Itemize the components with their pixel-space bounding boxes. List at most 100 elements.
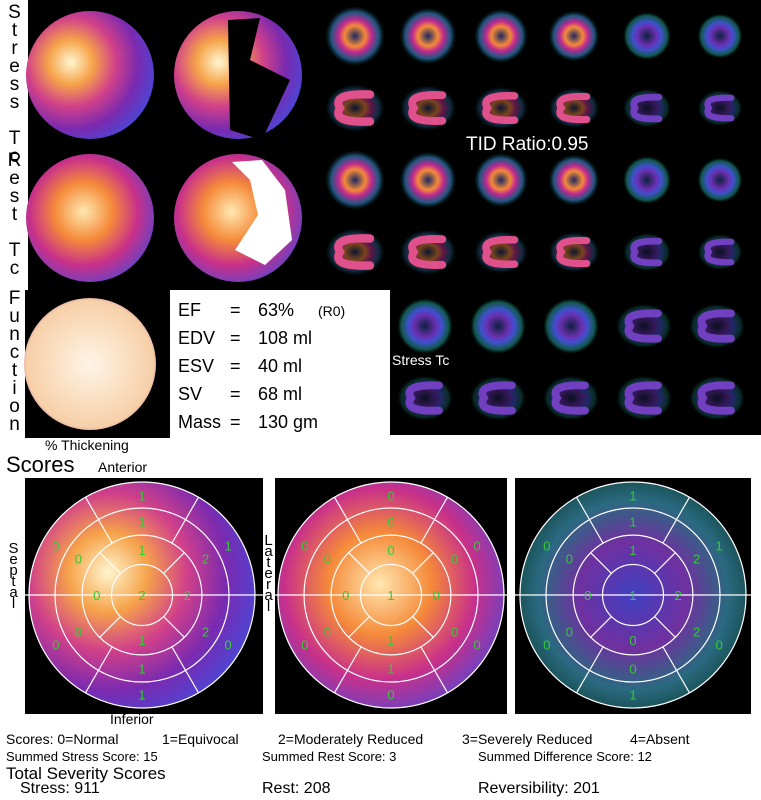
metric-text: Mass xyxy=(178,412,222,432)
segment-score: 1 xyxy=(138,661,145,676)
metric-text: = xyxy=(230,300,241,320)
segment-score: 0 xyxy=(474,638,481,653)
segment-score: 0 xyxy=(543,638,550,653)
segment-score: 0 xyxy=(433,588,440,603)
metric-text: ESV xyxy=(178,356,215,376)
segment-score: 1 xyxy=(138,633,145,648)
slice xyxy=(697,13,743,59)
metric-text: = xyxy=(230,384,241,404)
slice xyxy=(623,12,671,60)
reversible-region xyxy=(232,160,292,265)
segment-score: 0 xyxy=(629,661,636,676)
segment-score: 0 xyxy=(387,515,394,530)
spoke xyxy=(171,496,200,544)
segment-score: 0 xyxy=(629,633,636,648)
segment-score: 0 xyxy=(301,538,308,553)
slice xyxy=(630,93,663,123)
thickening-label: % Thickening xyxy=(45,437,129,453)
tid-ratio: TID Ratio:0.95 xyxy=(466,134,589,155)
slice xyxy=(478,381,516,415)
side-label: Rest Tc xyxy=(4,150,25,276)
segment-score: 1 xyxy=(387,588,394,603)
segment-score: 2 xyxy=(202,551,209,566)
spoke xyxy=(420,496,449,544)
slice xyxy=(334,90,375,126)
spoke xyxy=(654,616,676,638)
segment-score: 0 xyxy=(301,638,308,653)
segment-score: 0 xyxy=(225,638,232,653)
orientation: Anterior xyxy=(98,459,148,475)
slice xyxy=(474,9,528,63)
metric-text: EF xyxy=(178,300,202,320)
segment-score: 2 xyxy=(693,551,700,566)
segment-score: 0 xyxy=(387,489,394,504)
spoke xyxy=(348,552,370,574)
slice xyxy=(397,298,453,354)
severity: Stress: 911 xyxy=(20,780,100,797)
segment-score: 0 xyxy=(716,638,723,653)
spoke xyxy=(662,496,691,544)
slice xyxy=(399,7,457,65)
spoke xyxy=(662,646,691,694)
segment-score: 0 xyxy=(566,551,573,566)
slice xyxy=(482,91,519,125)
spoke xyxy=(333,646,362,694)
segment-score: 0 xyxy=(342,588,349,603)
segment-score: 2 xyxy=(675,588,682,603)
spoke xyxy=(99,616,121,638)
segment-score: 1 xyxy=(716,538,723,553)
spoke xyxy=(99,552,121,574)
metric-text: 63% xyxy=(258,300,295,320)
segment-score: 0 xyxy=(75,625,82,640)
segment-score: 1 xyxy=(225,538,232,553)
metric-text: (R0) xyxy=(318,303,346,319)
segment-score: 0 xyxy=(52,638,59,653)
rest-polar xyxy=(26,154,154,282)
slice xyxy=(408,235,447,269)
segment-score: 0 xyxy=(451,551,458,566)
segment-score: 0 xyxy=(387,687,394,702)
slice xyxy=(697,309,735,343)
segment-score: 1 xyxy=(138,687,145,702)
slice xyxy=(405,381,443,415)
segment-score: 1 xyxy=(629,588,636,603)
overlay-label: Stress Tc xyxy=(392,352,450,368)
segment-score: 1 xyxy=(387,633,394,648)
segment-score: 0 xyxy=(324,551,331,566)
spoke xyxy=(84,646,113,694)
spoke xyxy=(84,496,113,544)
side-label: Function xyxy=(4,288,25,432)
slice xyxy=(399,151,457,209)
stress-polar xyxy=(26,11,154,139)
segment-score: 0 xyxy=(474,538,481,553)
segment-score: 0 xyxy=(584,588,591,603)
metric-text: = xyxy=(230,412,241,432)
scores-title: Scores xyxy=(6,452,75,477)
segment-score: 2 xyxy=(693,625,700,640)
slice xyxy=(474,153,528,207)
slice xyxy=(408,91,447,125)
severity: Reversibility: 201 xyxy=(478,780,600,797)
legend: 4=Absent xyxy=(630,731,690,747)
severity: Rest: 208 xyxy=(262,780,331,797)
spoke xyxy=(590,552,612,574)
segment-score: 2 xyxy=(138,588,145,603)
slice xyxy=(325,150,385,210)
slice xyxy=(482,235,519,269)
orientation: Inferior xyxy=(110,711,154,727)
slice xyxy=(556,92,591,124)
orientation: Septal xyxy=(5,540,22,606)
slice xyxy=(556,236,591,268)
spoke xyxy=(163,552,185,574)
slice xyxy=(704,238,735,266)
metric-text: 108 ml xyxy=(258,328,313,348)
segment-score: 1 xyxy=(629,543,636,558)
segment-score: 0 xyxy=(543,538,550,553)
segment-score: 1 xyxy=(138,515,145,530)
metric-text: = xyxy=(230,356,241,376)
spoke xyxy=(412,616,434,638)
spoke xyxy=(590,616,612,638)
slice xyxy=(334,234,375,270)
summed-score: Summed Difference Score: 12 xyxy=(478,749,652,764)
